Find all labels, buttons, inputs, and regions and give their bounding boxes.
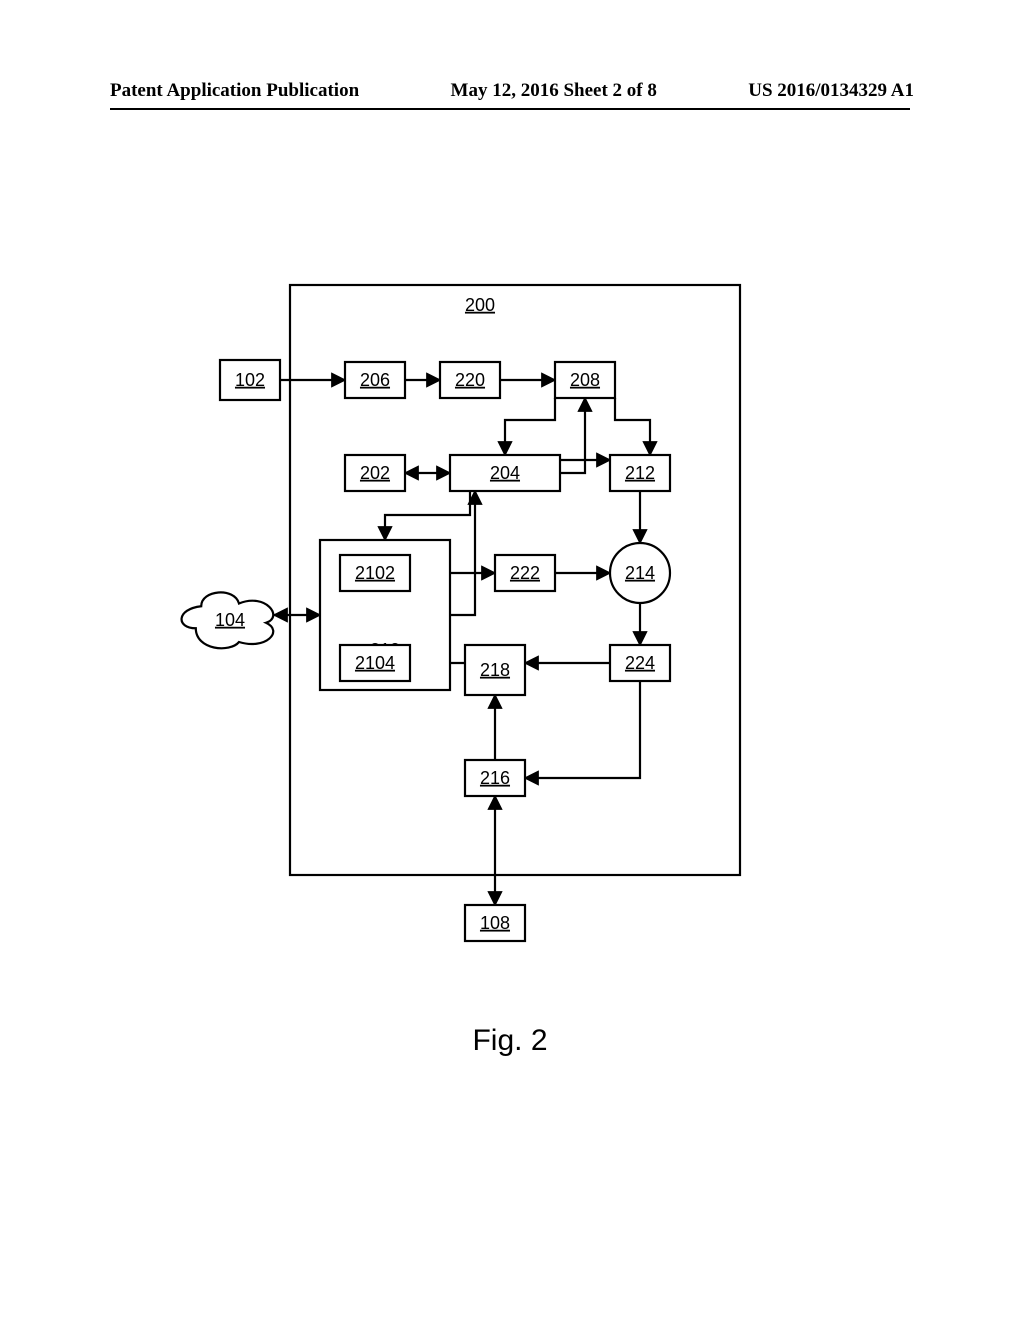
edge-210-204 — [450, 491, 475, 615]
label-2104: 2104 — [355, 653, 395, 673]
label-108: 108 — [480, 913, 510, 933]
label-102: 102 — [235, 370, 265, 390]
edge-208-212 — [615, 398, 650, 455]
label-224: 224 — [625, 653, 655, 673]
label-222: 222 — [510, 563, 540, 583]
label-212: 212 — [625, 463, 655, 483]
edge-204-208 — [560, 398, 585, 473]
label-104: 104 — [215, 610, 245, 630]
edge-208-204 — [505, 398, 555, 455]
edge-224-216 — [525, 681, 640, 778]
label-2102: 2102 — [355, 563, 395, 583]
page: Patent Application Publication May 12, 2… — [0, 0, 1024, 1320]
edge-204-210 — [385, 491, 470, 540]
figure-diagram: 1022002062202082022042122102102210422221… — [0, 60, 1024, 1260]
label-208: 208 — [570, 370, 600, 390]
label-204: 204 — [490, 463, 520, 483]
label-206: 206 — [360, 370, 390, 390]
label-220: 220 — [455, 370, 485, 390]
label-216: 216 — [480, 768, 510, 788]
label-200: 200 — [465, 295, 495, 315]
label-218: 218 — [480, 660, 510, 680]
label-214: 214 — [625, 563, 655, 583]
label-202: 202 — [360, 463, 390, 483]
figure-caption: Fig. 2 — [472, 1024, 547, 1057]
